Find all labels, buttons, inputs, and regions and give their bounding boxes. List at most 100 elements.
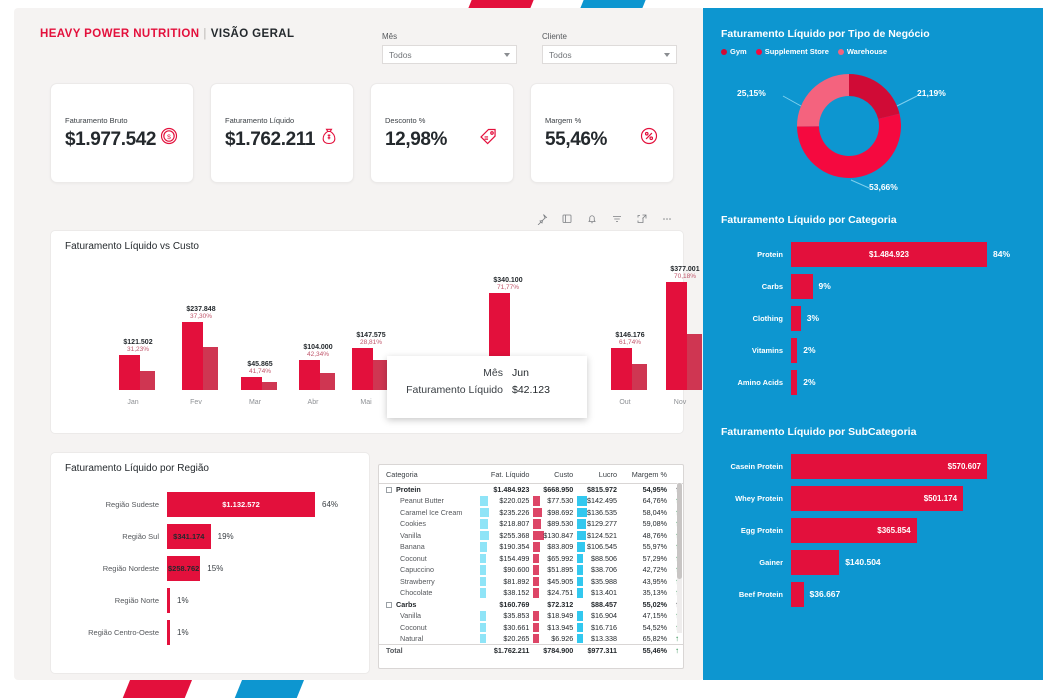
region-bar-row[interactable]: Região Centro-Oeste 1% [51, 616, 369, 648]
bar-row-egg-protein[interactable]: Egg Protein $365.854 [721, 514, 1025, 546]
alert-bell-icon[interactable] [586, 213, 598, 225]
donut-slice-gym[interactable] [849, 74, 900, 119]
bar[interactable]: $1.484.923 [791, 241, 987, 267]
table-row[interactable]: Total $1.762.211 $784.900 $977.311 55,46% ↑ [379, 644, 683, 656]
donut-slice-supplement-store[interactable] [797, 113, 901, 178]
bar-custo[interactable] [320, 372, 335, 390]
expander-icon[interactable] [386, 487, 392, 494]
region-bar[interactable]: $258.762 [167, 555, 201, 581]
bar-group-fev[interactable] [182, 321, 218, 390]
filter-cliente-select[interactable]: Todos [542, 45, 677, 64]
bar-group-abr[interactable] [299, 360, 335, 390]
region-bar-row[interactable]: Região Nordeste $258.762 15% [51, 552, 369, 584]
brand-name: HEAVY POWER NUTRITION [40, 28, 200, 40]
bar-row-vitamins[interactable]: Vitamins 2% [721, 334, 1025, 366]
bar-custo[interactable] [373, 359, 388, 390]
focus-mode-icon[interactable] [636, 213, 648, 225]
kpi-card-faturamento-liquido[interactable]: Faturamento Líquido $1.762.211 [210, 83, 354, 183]
bar-faturamento-liquido[interactable] [299, 360, 320, 390]
bar[interactable] [791, 581, 804, 607]
bar[interactable] [791, 305, 801, 331]
filter-mes: Mês Todos [382, 32, 517, 64]
table-column-header[interactable]: Lucro [577, 465, 622, 484]
bar-row-amino-acids[interactable]: Amino Acids 2% [721, 366, 1025, 398]
legend-item-gym[interactable]: Gym [721, 47, 747, 56]
bar-custo[interactable] [262, 382, 277, 390]
bar-faturamento-liquido[interactable] [666, 282, 687, 390]
donut-label-warehouse: 25,15% [737, 88, 766, 98]
bar-row-beef-protein[interactable]: Beef Protein $36.667 [721, 578, 1025, 610]
table-column-header[interactable]: Categoria [379, 465, 480, 484]
bar[interactable]: $501.174 [791, 485, 964, 511]
bar-faturamento-liquido[interactable] [119, 355, 140, 390]
legend-item-supplement-store[interactable]: Supplement Store [755, 47, 829, 56]
table-column-header[interactable]: Fat. Líquido [479, 465, 534, 484]
legend-item-warehouse[interactable]: Warehouse [837, 47, 887, 56]
bar-custo[interactable] [140, 370, 155, 390]
bar[interactable]: $570.607 [791, 453, 987, 479]
expander-icon[interactable] [386, 601, 392, 608]
subcategory-bar-list: Casein Protein $570.607 Whey Protein $501.1… [721, 450, 1025, 610]
kpi-title: Desconto % [385, 116, 426, 125]
table-row[interactable]: Natural $20.265 $6.926 $13.338 65,82% ↑ [379, 633, 683, 645]
bar-group-mai[interactable] [352, 347, 388, 390]
bar[interactable] [791, 369, 798, 395]
bar-row-clothing[interactable]: Clothing 3% [721, 302, 1025, 334]
table-categoria-matrix[interactable]: Categoria Fat. Líquido Custo Lucro Margem % … [378, 464, 684, 669]
bar-custo[interactable] [203, 347, 218, 390]
bar-group-jan[interactable] [119, 355, 155, 390]
bar[interactable] [791, 273, 813, 299]
region-bar-row[interactable]: Região Sudeste $1.132.572 64% [51, 488, 369, 520]
bar-group-mar[interactable] [241, 376, 277, 390]
bar-row-casein-protein[interactable]: Casein Protein $570.607 [721, 450, 1025, 482]
region-bar-row[interactable]: Região Sul $341.174 19% [51, 520, 369, 552]
bar[interactable] [791, 337, 798, 363]
bar-faturamento-liquido[interactable] [182, 321, 203, 390]
comment-icon[interactable] [561, 213, 573, 225]
table-row[interactable]: Caramel Ice Cream $235.226 $98.692 $136.535… [379, 507, 683, 519]
bar-faturamento-liquido[interactable] [611, 348, 632, 390]
bar-row-carbs[interactable]: Carbs 9% [721, 270, 1025, 302]
table-cell-categoria: Vanilla [400, 611, 422, 621]
region-bar-row[interactable]: Região Norte 1% [51, 584, 369, 616]
bar-custo[interactable] [687, 333, 702, 390]
pin-icon[interactable] [536, 213, 548, 226]
table-row[interactable]: Peanut Butter $220.025 $77.530 $142.495 64,7… [379, 495, 683, 507]
kpi-card-desconto[interactable]: Desconto % 12,98% [370, 83, 514, 183]
donut-slice-warehouse[interactable] [797, 74, 849, 127]
kpi-card-margem[interactable]: Margem % 55,46% [530, 83, 674, 183]
kpi-card-faturamento-bruto[interactable]: Faturamento Bruto $1.977.542 $ [50, 83, 194, 183]
bar-group-nov[interactable] [666, 282, 702, 390]
bar-custo[interactable] [632, 364, 647, 390]
filter-mes-select[interactable]: Todos [382, 45, 517, 64]
bar-faturamento-liquido[interactable] [241, 376, 262, 390]
bar-row-protein[interactable]: Protein $1.484.923 84% [721, 238, 1025, 270]
bar-group-out[interactable] [611, 348, 647, 390]
bar-category-label: Vitamins [751, 345, 783, 355]
table-column-header[interactable]: Margem % [621, 465, 671, 484]
more-options-icon[interactable] [661, 213, 673, 225]
bar-faturamento-liquido[interactable] [352, 347, 373, 390]
region-bar[interactable] [167, 587, 170, 613]
region-bar[interactable]: $341.174 [167, 523, 211, 549]
table-column-header[interactable]: Custo [533, 465, 578, 484]
bar-row-whey-protein[interactable]: Whey Protein $501.174 [721, 482, 1025, 514]
table-scrollbar-thumb[interactable] [677, 483, 682, 579]
bar-row-gainer[interactable]: Gainer $140.504 [721, 546, 1025, 578]
region-bar[interactable]: $1.132.572 [167, 491, 315, 517]
bar[interactable] [791, 549, 840, 575]
filter-icon[interactable] [611, 213, 623, 225]
bar[interactable]: $365.854 [791, 517, 917, 543]
region-bar[interactable] [167, 619, 170, 645]
